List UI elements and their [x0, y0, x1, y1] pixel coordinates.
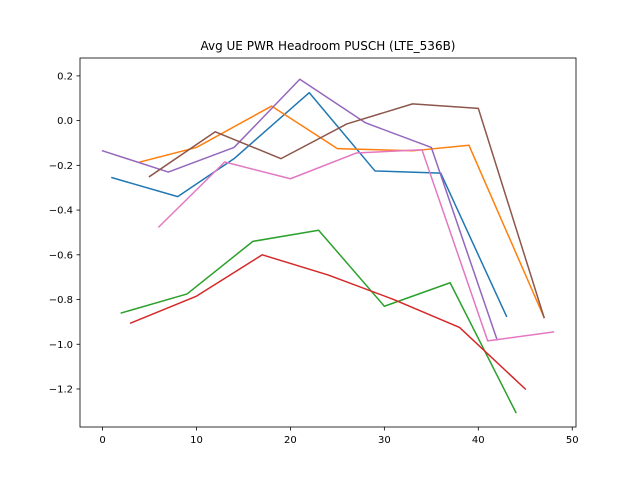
y-tick-label: −0.6 — [49, 250, 73, 261]
series-line-7 — [157, 148, 555, 342]
x-tick-label: 30 — [378, 435, 391, 446]
series-layer — [101, 78, 555, 414]
y-axis: 0.2 0.0 −0.2 −0.4 −0.6 −0.8 −1.0 −1.2 — [49, 71, 80, 395]
x-tick-label: 40 — [472, 435, 485, 446]
y-tick-label: −1.2 — [49, 384, 73, 395]
plot-frame — [79, 57, 577, 428]
chart-title: Avg UE PWR Headroom PUSCH (LTE_536B) — [200, 39, 455, 53]
y-tick-label: −0.4 — [49, 206, 73, 217]
y-tick-label: 0.2 — [57, 71, 73, 82]
series-line-5 — [101, 78, 499, 341]
series-line-6 — [148, 103, 546, 319]
series-line-4 — [129, 254, 527, 391]
y-tick-label: −0.8 — [49, 295, 73, 306]
series-line-2 — [139, 105, 546, 319]
y-tick-label: −1.0 — [49, 340, 73, 351]
x-axis: 0 10 20 30 40 50 — [99, 427, 579, 446]
y-tick-label: −0.2 — [49, 161, 73, 172]
series-line-1 — [111, 91, 508, 318]
x-tick-label: 0 — [99, 435, 105, 446]
x-tick-label: 50 — [566, 435, 579, 446]
x-tick-label: 10 — [190, 435, 203, 446]
y-tick-label: 0.0 — [57, 116, 73, 127]
series-line-3 — [120, 229, 517, 414]
x-tick-label: 20 — [284, 435, 297, 446]
